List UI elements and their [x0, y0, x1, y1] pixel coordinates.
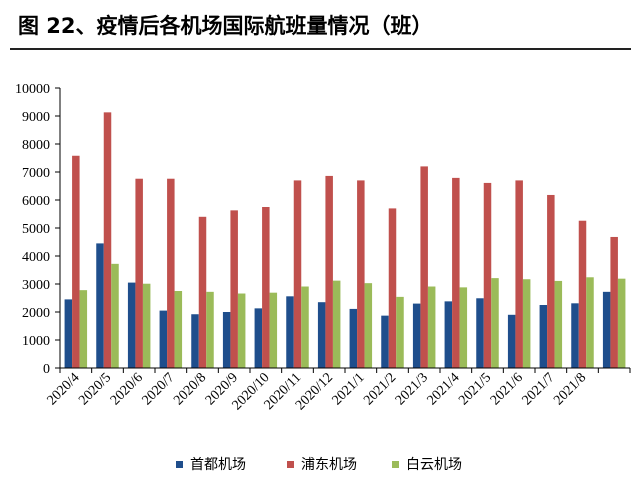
y-tick-label: 4000 — [22, 250, 50, 265]
bar-2 — [72, 155, 80, 368]
bar-3 — [206, 291, 214, 368]
x-tick-label: 2021/2 — [361, 370, 399, 408]
bar-1 — [317, 302, 326, 368]
x-tick-label: 2020/6 — [108, 370, 146, 408]
bar-2 — [135, 178, 143, 368]
bar-3 — [332, 280, 341, 368]
bar-3 — [269, 292, 278, 368]
bar-2 — [420, 166, 428, 368]
bar-1 — [444, 301, 453, 368]
bar-1 — [539, 305, 548, 368]
y-axis: 0 1000 2000 3000 4000 5000 6000 7000 8000 9000 100… — [15, 82, 61, 377]
bar-3 — [301, 286, 309, 368]
x-tick-label: 2021/4 — [425, 370, 463, 408]
bar-2 — [167, 178, 175, 368]
legend-label: 首都机场 — [190, 457, 246, 473]
bar-2 — [610, 236, 618, 368]
x-tick-label: 2021/7 — [520, 370, 558, 408]
bar-1 — [127, 282, 136, 368]
bar-3 — [586, 277, 594, 368]
bar-1 — [64, 299, 73, 368]
y-tick-label: 5000 — [22, 222, 50, 237]
bar-3 — [522, 279, 531, 368]
bar-1 — [191, 314, 199, 368]
x-tick-label: 2021/5 — [456, 370, 494, 408]
x-tick-label: 2021/6 — [488, 370, 526, 408]
bar-1 — [412, 303, 421, 368]
bar-2 — [103, 112, 112, 368]
bar-2 — [293, 180, 302, 368]
bar-3 — [237, 293, 246, 368]
bar-3 — [427, 286, 436, 368]
bar-1 — [96, 243, 104, 368]
y-tick-label: 10000 — [15, 82, 50, 97]
bar-1 — [159, 310, 168, 368]
bar-1 — [349, 308, 358, 368]
legend: 首都机场 浦东机场 白云机场 — [176, 457, 462, 473]
y-tick-label: 9000 — [22, 110, 50, 125]
bar-1 — [222, 312, 231, 368]
bar-2 — [578, 220, 587, 368]
chart-title: 图 22、疫情后各机场国际航班量情况（班） — [18, 14, 433, 38]
bar-1 — [602, 291, 611, 368]
y-tick-label: 0 — [43, 362, 50, 377]
y-tick-label: 2000 — [22, 306, 50, 321]
x-tick-label: 2020/8 — [171, 370, 209, 408]
x-tick-label: 2020/7 — [140, 370, 178, 408]
bar-3 — [459, 287, 468, 368]
bar-3 — [142, 283, 151, 368]
bar-2 — [515, 180, 523, 368]
bar-3 — [396, 296, 404, 368]
bar-1 — [476, 298, 484, 368]
bar-2 — [230, 210, 238, 368]
legend-swatch — [287, 461, 294, 468]
y-tick-label: 1000 — [22, 334, 50, 349]
bar-1 — [254, 308, 263, 368]
bar-3 — [111, 263, 119, 368]
x-tick-label: 2020/4 — [45, 370, 83, 408]
y-tick-label: 6000 — [22, 194, 50, 209]
bar-2 — [198, 216, 207, 368]
bar-3 — [174, 291, 183, 368]
bar-2 — [388, 208, 397, 368]
y-tick-label: 3000 — [22, 278, 50, 293]
legend-swatch — [392, 461, 399, 468]
x-axis: 2020/42020/52020/62020/72020/82020/92020… — [45, 367, 631, 413]
y-tick-label: 8000 — [22, 138, 50, 153]
bar-1 — [286, 296, 294, 368]
title-underline — [10, 48, 631, 50]
x-tick-label: 2021/8 — [551, 370, 589, 408]
bar-3 — [491, 278, 499, 368]
bar-1 — [571, 303, 579, 368]
x-tick-label: 2021/3 — [393, 370, 431, 408]
y-tick-label: 7000 — [22, 166, 50, 181]
bar-2 — [262, 207, 270, 368]
bar-3 — [617, 278, 626, 368]
bar-3 — [79, 290, 88, 368]
bar-2 — [325, 175, 333, 368]
x-tick-label: 2021/1 — [330, 370, 368, 408]
bars — [64, 112, 626, 368]
bar-2 — [547, 194, 555, 368]
bar-1 — [381, 315, 389, 368]
legend-label: 白云机场 — [406, 457, 462, 473]
bar-3 — [364, 283, 373, 368]
bar-2 — [483, 182, 492, 368]
bar-1 — [507, 314, 516, 368]
bar-2 — [357, 180, 365, 368]
legend-label: 浦东机场 — [301, 457, 357, 473]
x-tick-label: 2020/5 — [76, 370, 114, 408]
legend-swatch — [176, 461, 183, 468]
bar-3 — [554, 280, 563, 368]
bar-2 — [452, 177, 460, 368]
